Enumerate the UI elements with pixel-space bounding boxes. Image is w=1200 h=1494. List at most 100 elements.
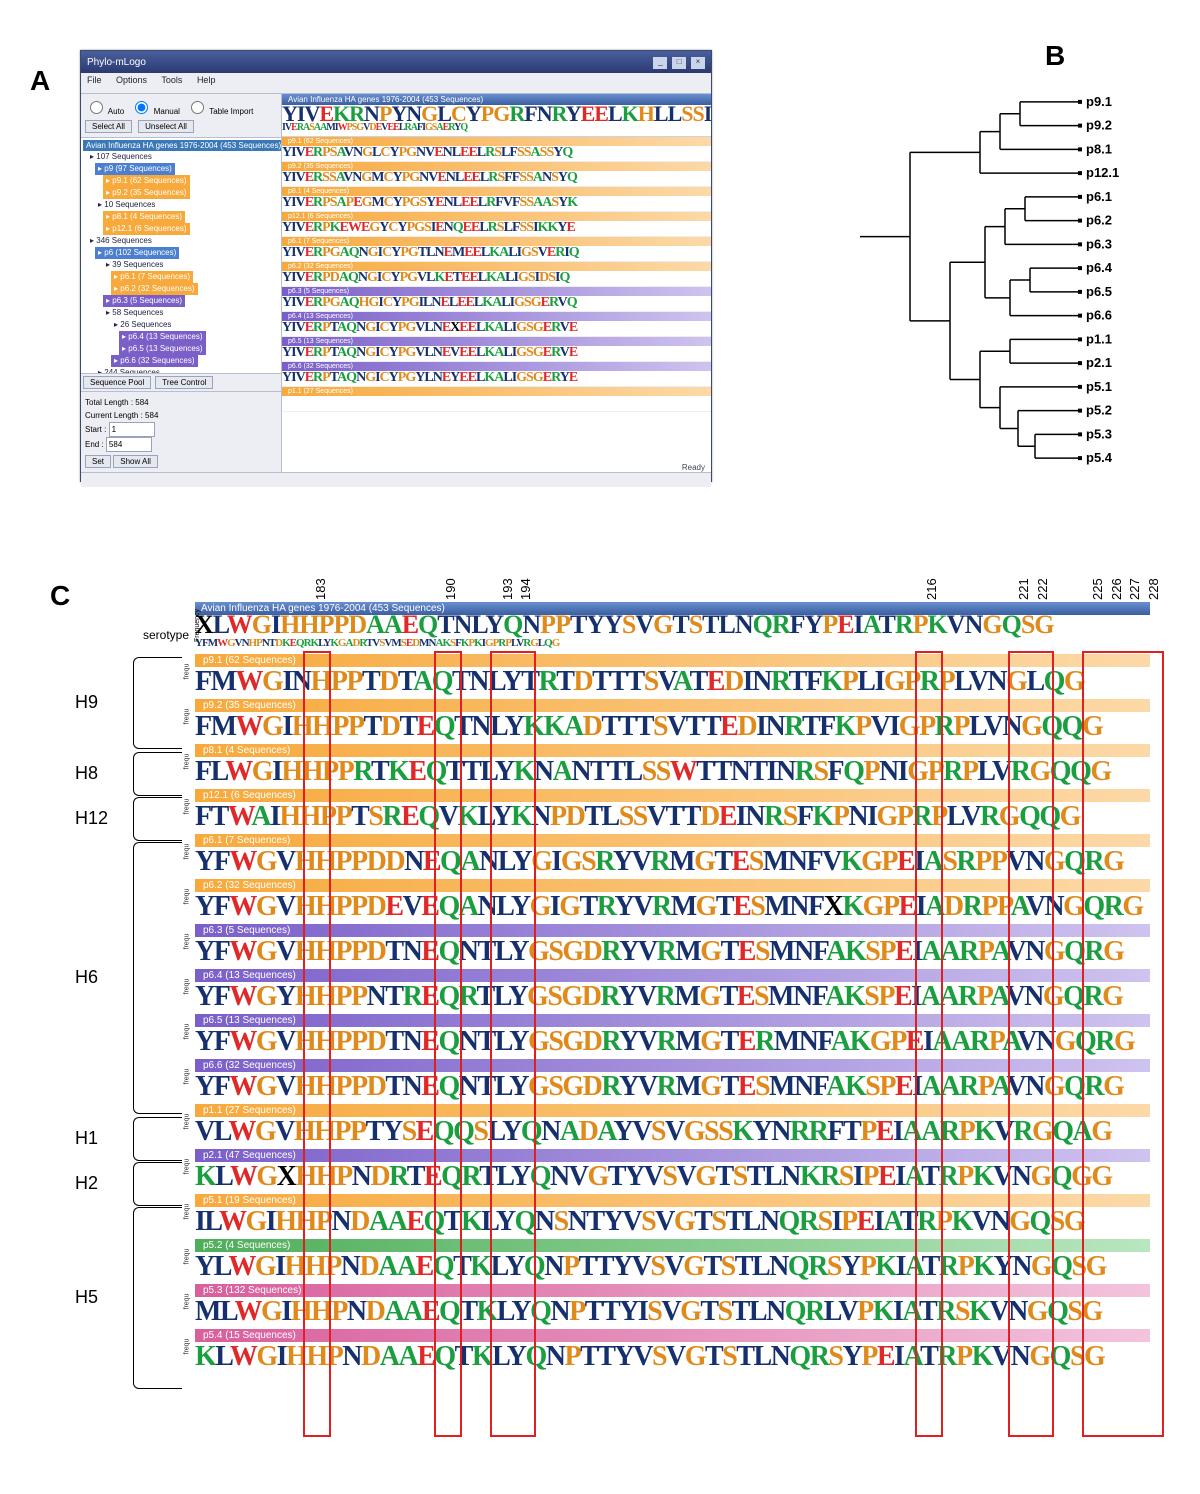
tree-node[interactable]: ▸ 26 Sequences <box>111 319 174 331</box>
freq-label: frequ <box>183 799 190 815</box>
c-logo-track: frequ p5.1 (19 Sequences) ILWGIHHPNDAAEQ… <box>195 1194 1150 1239</box>
c-logo-sequence: FMWGINHPPTDTAQTNLYTRTDTTTSVATEDINRTFKPLI… <box>195 666 1084 697</box>
menu-tools[interactable]: Tools <box>161 75 182 85</box>
tree-node[interactable]: ▸ p6.4 (13 Sequences) <box>119 331 206 343</box>
logo-track: p8.1 (4 Sequences) YIVERPSAPEGMCYPGSYENL… <box>282 187 711 212</box>
tab-tree-control[interactable]: Tree Control <box>155 376 213 389</box>
c-logo-sequence: YFWGVHHPPDTNEQNTLYGSGDRYVRMGTESMNFAKSPEI… <box>195 1071 1123 1102</box>
serotype-label: H8 <box>75 763 98 784</box>
serotype-label: H9 <box>75 692 98 713</box>
c-logo-sequence: KLWGIHHPNDAAEQTKLYQNPTTYVSVGTSTLNQRSYPEI… <box>195 1341 1104 1372</box>
tree-node[interactable]: ▸ 107 Sequences <box>87 151 155 163</box>
tree-node[interactable]: ▸ 39 Sequences <box>103 259 166 271</box>
end-input[interactable] <box>106 437 152 452</box>
c-logo-track: frequ p5.4 (15 Sequences) KLWGIHHPNDAAEQ… <box>195 1329 1150 1374</box>
svg-text:p9.1: p9.1 <box>1086 94 1112 109</box>
freq-label: frequ <box>183 979 190 995</box>
position-label: 221 <box>1016 578 1031 600</box>
showall-button[interactable]: Show All <box>113 455 158 468</box>
tree-view[interactable]: Avian Influenza HA genes 1976-2004 (453 … <box>81 138 281 373</box>
current-length-value: 584 <box>145 411 158 420</box>
alignment-panel: 183190193194216221222225226227228 H9 H8 H1… <box>75 550 1150 1450</box>
c-logo-sequence: VLWGVHHPPTYSEQQSLYQNADAYVSVGSSKYNRRFTPEI… <box>195 1116 1112 1147</box>
logo-track: p6.4 (13 Sequences) YIVERPTAQNGICYPGVLNE… <box>282 312 711 337</box>
c-logo-sequence: FTWAIHHPPTSREQVKLYKNPDTLSSVTTDEINRSFKPNI… <box>195 801 1080 832</box>
logo-track: p9.1 (62 Sequences) YIVERPSAVNGLCYPGNVEN… <box>282 137 711 162</box>
position-labels: 183190193194216221222225226227228 <box>210 550 1150 600</box>
c-logo-sequence: FLWGIHHPPRTKEQTTLYKNANTTLSSWTTNTINRSFQPN… <box>195 756 1111 787</box>
serotype-brace <box>133 1117 182 1161</box>
menu-help[interactable]: Help <box>197 75 216 85</box>
left-pane: Auto Manual Table Import Select All Unse… <box>81 94 282 472</box>
logo-track: p6.1 (7 Sequences) YIVERPGAQNGICYPGTLNEM… <box>282 237 711 262</box>
start-input[interactable] <box>109 422 155 437</box>
tree-node[interactable]: ▸ p6.1 (7 Sequences) <box>111 271 193 283</box>
c-logo-track: frequ p9.2 (35 Sequences) FMWGIHHPPTDTEQ… <box>195 699 1150 744</box>
serotype-brace <box>133 1162 182 1206</box>
tree-root-label[interactable]: Avian Influenza HA genes 1976-2004 (453 … <box>83 140 281 151</box>
c-header-logo-row2: YFMWGVNHPNTDKEQRKLYKGADRTVSVMSEDMNAKSFKP… <box>195 638 1150 649</box>
current-length-label: Current Length : <box>85 411 143 420</box>
c-logo-track: frequ p9.1 (62 Sequences) FMWGINHPPTDTAQ… <box>195 654 1150 699</box>
tree-node[interactable]: ▸ p9.1 (62 Sequences) <box>103 175 190 187</box>
tab-sequence-pool[interactable]: Sequence Pool <box>83 376 151 389</box>
tree-node[interactable]: ▸ p6.5 (13 Sequences) <box>119 343 206 355</box>
radio-table[interactable]: Table Import <box>186 107 253 116</box>
menu-options[interactable]: Options <box>116 75 147 85</box>
minimize-button[interactable]: _ <box>653 57 667 69</box>
c-tracks: Avian Influenza HA genes 1976-2004 (453 … <box>195 602 1150 1374</box>
svg-text:p6.3: p6.3 <box>1086 236 1112 251</box>
freq-label: frequ <box>183 1204 190 1220</box>
tree-node[interactable]: ▸ p12.1 (6 Sequences) <box>103 223 190 235</box>
panel-label-a: A <box>30 65 50 97</box>
tree-node[interactable]: ▸ p9.2 (35 Sequences) <box>103 187 190 199</box>
logo-track: p6.3 (5 Sequences) YIVERPGAQHGICYPGILNEL… <box>282 287 711 312</box>
tree-node[interactable]: ▸ p9 (97 Sequences) <box>95 163 175 175</box>
c-logo-sequence: MLWGIHHPNDAAEQTKLYQNPTTYISVGTSTLNQRLVPKI… <box>195 1296 1102 1327</box>
set-button[interactable]: Set <box>85 455 111 468</box>
tree-node[interactable]: ▸ p6.3 (5 Sequences) <box>103 295 185 307</box>
select-all-button[interactable]: Select All <box>85 120 132 133</box>
freq-label: frequ <box>183 1294 190 1310</box>
logo-track: p1.1 (27 Sequences) <box>282 387 711 412</box>
figure-container: A B C Phylo-mLogo _ □ × File Options Too… <box>20 20 1180 1470</box>
position-label: 193 <box>500 578 515 600</box>
tree-node[interactable]: ▸ p6.2 (32 Sequences) <box>111 283 198 295</box>
logo-sequence: YIVERPGAQHGICYPGILNELEELKALIGSGERVQ <box>282 295 577 310</box>
freq-label: frequ <box>183 709 190 725</box>
sequence-info: Total Length : 584 Current Length : 584 … <box>81 391 281 472</box>
c-logo-sequence: YFWGVHHPPDTNEQNTLYGSGDRYVRMGTESMNFAKSPEI… <box>195 936 1123 967</box>
freq-label: frequ <box>183 1159 190 1175</box>
logo-sequence: YIVERPSAVNGLCYPGNVENLEELRSLFSSASSYQ <box>282 145 572 160</box>
maximize-button[interactable]: □ <box>672 57 686 69</box>
unselect-all-button[interactable]: Unselect All <box>138 120 194 133</box>
menu-file[interactable]: File <box>87 75 102 85</box>
c-logo-sequence: KLWGXHHPNDRTEQRTLYQNVGTYVSVGTSTLNKRSIPEI… <box>195 1161 1112 1192</box>
logo-sequence: YIVERPTAQNGICYPGVLNEXEELKALIGSGERVE <box>282 320 577 335</box>
tree-node[interactable]: ▸ p8.1 (4 Sequences) <box>103 211 185 223</box>
freq-label: frequ <box>183 754 190 770</box>
start-label: Start : <box>85 425 106 434</box>
c-logo-track: frequ p12.1 (6 Sequences) FTWAIHHPPTSREQ… <box>195 789 1150 834</box>
menubar: File Options Tools Help <box>81 73 711 94</box>
freq-label: frequ <box>183 1249 190 1265</box>
tree-node[interactable]: ▸ 346 Sequences <box>87 235 155 247</box>
svg-text:p6.6: p6.6 <box>1086 308 1112 323</box>
freq-axis-label: Frequency <box>194 609 201 642</box>
radio-manual[interactable]: Manual <box>130 107 179 116</box>
svg-text:p1.1: p1.1 <box>1086 331 1112 346</box>
tree-node[interactable]: ▸ 58 Sequences <box>103 307 166 319</box>
serotype-label: H12 <box>75 808 108 829</box>
serotype-brace <box>133 797 182 841</box>
total-length-value: 584 <box>135 398 148 407</box>
status-bar <box>81 472 711 487</box>
tree-node[interactable]: ▸ 10 Sequences <box>95 199 158 211</box>
close-button[interactable]: × <box>691 57 705 69</box>
freq-label: frequ <box>183 1024 190 1040</box>
radio-auto[interactable]: Auto <box>85 107 124 116</box>
tree-node[interactable]: ▸ p6.6 (32 Sequences) <box>111 355 198 367</box>
c-logo-sequence: YFWGVHHPPDTNEQNTLYGSGDRYVRMGTERMNFAKGPEI… <box>195 1026 1134 1057</box>
tree-node[interactable]: ▸ p6 (102 Sequences) <box>95 247 179 259</box>
app-window: Phylo-mLogo _ □ × File Options Tools Hel… <box>80 50 712 482</box>
freq-label: frequ <box>183 1339 190 1355</box>
